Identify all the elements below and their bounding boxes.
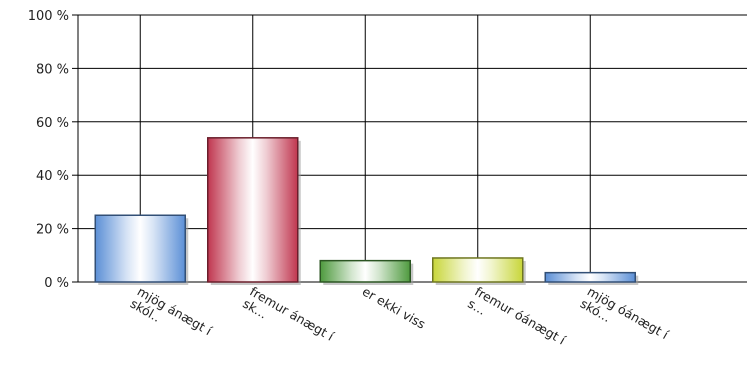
bar <box>94 214 186 283</box>
x-tick-label: er ekki viss <box>360 284 428 332</box>
bar <box>432 257 524 283</box>
y-tick-label: 0 % <box>44 276 69 291</box>
bar <box>207 137 299 283</box>
x-tick-label: fremur ánægt ísk... <box>240 284 337 357</box>
x-tick-label: mjög óánægt ískó... <box>578 284 672 355</box>
labels: 0 % 20 % 40 % 60 % 80 % 100 % mjög ánægt ískól… <box>28 9 672 360</box>
y-tick-label: 60 % <box>36 116 69 131</box>
axes <box>72 14 79 283</box>
y-tick-label: 80 % <box>36 62 69 77</box>
x-tick-label: mjög ánægt ískól.. <box>128 284 215 351</box>
y-tick-label: 40 % <box>36 169 69 184</box>
bars <box>94 137 639 285</box>
grid <box>78 14 747 283</box>
y-tick-label: 100 % <box>28 9 69 24</box>
x-tick-label: fremur óánægt ís... <box>465 284 568 360</box>
bar <box>544 271 636 283</box>
bar <box>319 259 411 283</box>
y-tick-label: 20 % <box>36 223 69 238</box>
